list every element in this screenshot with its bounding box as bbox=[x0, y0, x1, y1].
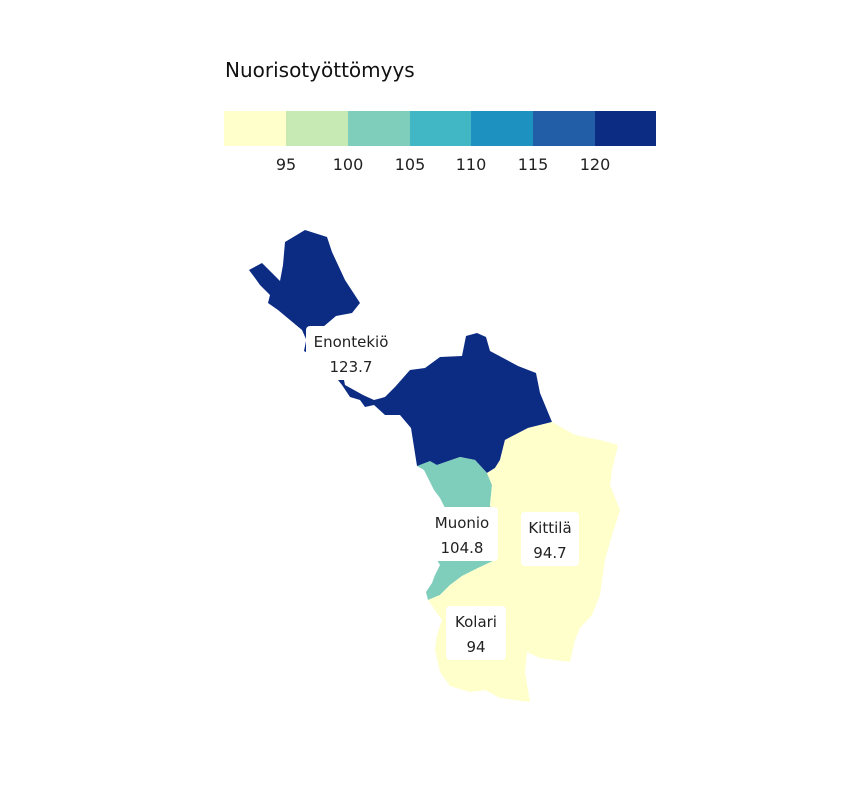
legend-tick-105: 105 bbox=[395, 155, 426, 174]
label-muonio: Muonio 104.8 bbox=[426, 507, 498, 561]
legend-title: Nuorisotyöttömyys bbox=[225, 58, 415, 82]
legend-tick-115: 115 bbox=[518, 155, 549, 174]
legend-swatch-5 bbox=[471, 111, 533, 146]
label-value-enontekio: 123.7 bbox=[330, 358, 373, 376]
label-box-muonio bbox=[426, 507, 498, 561]
label-value-kolari: 94 bbox=[466, 638, 485, 656]
legend-swatch-1 bbox=[224, 111, 286, 146]
label-box-kittila bbox=[521, 512, 579, 566]
region-enontekio[interactable] bbox=[249, 230, 552, 473]
label-kolari: Kolari 94 bbox=[446, 606, 506, 660]
label-value-muonio: 104.8 bbox=[441, 539, 484, 557]
label-enontekio: Enontekiö 123.7 bbox=[306, 326, 396, 380]
regions bbox=[249, 230, 620, 702]
legend-color-bar bbox=[224, 111, 656, 146]
legend-ticks: 95 100 105 110 115 120 bbox=[276, 155, 610, 174]
legend-tick-95: 95 bbox=[276, 155, 296, 174]
label-value-kittila: 94.7 bbox=[533, 544, 566, 562]
legend-swatch-2 bbox=[286, 111, 348, 146]
legend-swatch-4 bbox=[410, 111, 471, 146]
label-name-kittila: Kittilä bbox=[528, 519, 571, 537]
legend-swatch-7 bbox=[595, 111, 656, 146]
label-name-kolari: Kolari bbox=[455, 613, 497, 631]
label-kittila: Kittilä 94.7 bbox=[521, 512, 579, 566]
legend-swatch-6 bbox=[533, 111, 595, 146]
legend-tick-100: 100 bbox=[333, 155, 364, 174]
label-box-enontekio bbox=[306, 326, 396, 380]
legend-tick-110: 110 bbox=[456, 155, 487, 174]
legend: Nuorisotyöttömyys 95 100 105 110 115 120 bbox=[224, 58, 656, 174]
region-labels: Enontekiö 123.7 Muonio 104.8 Kittilä 94.… bbox=[306, 326, 579, 660]
legend-swatch-3 bbox=[348, 111, 410, 146]
label-box-kolari bbox=[446, 606, 506, 660]
legend-tick-120: 120 bbox=[580, 155, 611, 174]
label-name-enontekio: Enontekiö bbox=[314, 333, 389, 351]
label-name-muonio: Muonio bbox=[435, 514, 489, 532]
